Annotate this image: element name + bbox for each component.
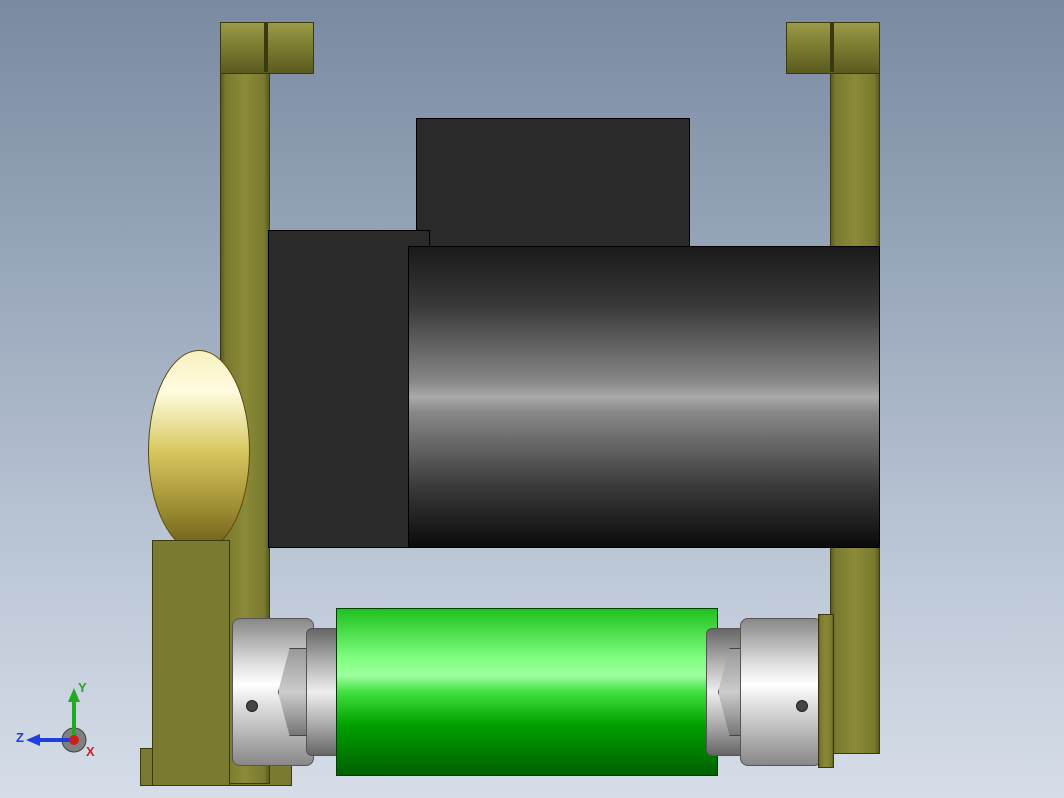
flange-right-hole xyxy=(796,700,808,712)
green-roller xyxy=(336,608,718,776)
frame-cap-left-notch xyxy=(264,22,268,72)
triad-svg xyxy=(22,682,112,772)
frame-upright-right-front xyxy=(818,614,834,768)
motor-cylinder xyxy=(408,246,880,548)
axis-label-z: Z xyxy=(16,730,24,745)
orientation-triad[interactable]: Y Z X xyxy=(22,682,112,772)
flange-left-hole xyxy=(246,700,258,712)
motor-junction-box xyxy=(416,118,690,252)
bearing-flange-right-outer xyxy=(740,618,822,766)
frame-cap-right-notch xyxy=(830,22,834,72)
axis-label-x: X xyxy=(86,744,95,759)
brass-disc xyxy=(148,350,250,552)
axis-label-y: Y xyxy=(78,680,87,695)
motor-housing-left xyxy=(268,230,430,548)
cad-viewport[interactable]: Y Z X xyxy=(0,0,1064,798)
frame-side-panel xyxy=(152,540,230,786)
